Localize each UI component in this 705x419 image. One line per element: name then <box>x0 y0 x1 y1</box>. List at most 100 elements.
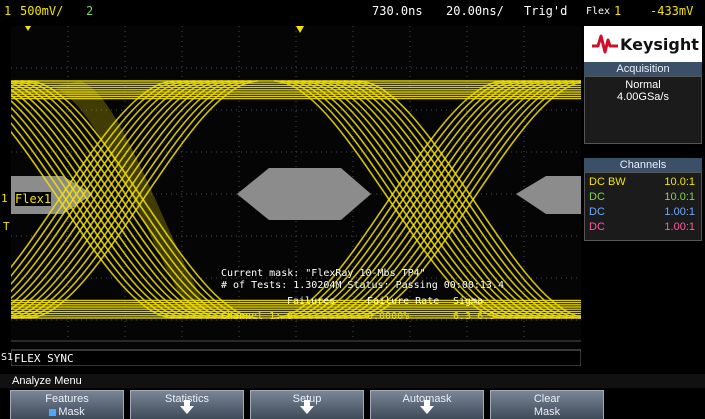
channel-row[interactable]: DC 10.0:1 <box>587 191 699 206</box>
probe-ratio: 10.0:1 <box>664 176 695 188</box>
waveform-trace <box>301 80 533 319</box>
waveform-trace <box>11 80 238 319</box>
channel-coupling: DC <box>589 221 605 233</box>
serial-bus-row <box>11 349 581 366</box>
channel-coupling: DC <box>589 191 605 203</box>
left-time-marker <box>25 26 31 31</box>
waveform-trace <box>11 82 231 319</box>
waveform-trace <box>329 80 561 319</box>
channels-header[interactable]: Channels <box>584 158 702 172</box>
test-count: # of Tests: 1.30204M Status: Passing 00:… <box>221 280 504 291</box>
failure-rate-header: Failure Rate <box>367 296 440 307</box>
waveform-display[interactable]: 1 Flex1 T Current mask: "FlexRay 10-Mbs … <box>1 26 581 366</box>
waveform-trace <box>336 80 568 319</box>
sample-rate: 4.00GSa/s <box>617 91 669 103</box>
mask-name: Current mask: "FlexRay 10-Mbs TP4" <box>221 268 426 279</box>
time-position[interactable]: 730.0ns <box>372 4 423 18</box>
channel-row[interactable]: DC 1.00:1 <box>587 221 699 236</box>
waveform-trace <box>20 80 252 319</box>
waveform-trace <box>322 80 554 319</box>
channel-row-label: Channel 1: <box>221 311 282 322</box>
failures-value: 0 <box>287 311 294 322</box>
submenu-arrow-icon <box>180 400 194 414</box>
trigger-status: Trig'd <box>524 4 568 18</box>
waveform-trace <box>273 80 505 319</box>
automask-label: Automask <box>402 393 452 405</box>
failures-header: Failures <box>287 296 336 307</box>
statistics-label: Statistics <box>164 393 209 405</box>
persistence-band <box>51 81 211 316</box>
acquisition-mode: Normal <box>625 79 661 91</box>
setup-label: Setup <box>292 393 322 405</box>
vertical-scale[interactable]: 500mV/ <box>20 4 64 18</box>
clear-sub-label: Mask <box>533 406 561 418</box>
channel-coupling: DC <box>589 206 605 218</box>
softkey-bar: Features Mask Statistics Setup Automask … <box>0 389 705 419</box>
probe-ratio: 1.00:1 <box>664 206 695 218</box>
channel-row[interactable]: DC BW 10.0:1 <box>587 176 699 191</box>
channels-panel: DC BW 10.0:1 DC 10.0:1 DC 1.00:1 DC 1.00:1 <box>584 172 702 241</box>
channel-label: Flex1 <box>15 192 52 206</box>
brand-name: Keysight <box>620 35 699 54</box>
bus-label: FLEX SYNC <box>14 352 74 365</box>
eye-diagram-traces <box>11 80 581 319</box>
waveform-trace <box>294 80 526 319</box>
bus-number[interactable]: S1 <box>1 352 14 363</box>
channel-row[interactable]: DC 1.00:1 <box>587 206 699 221</box>
features-label: Features <box>45 393 89 405</box>
status-bar: 1 500mV/ 2 730.0ns 20.00ns/ Trig'd Flex … <box>0 0 705 22</box>
failure-rate-value: 0.0000% <box>367 311 410 322</box>
waveform-trace <box>11 93 210 319</box>
waveform-trace <box>11 122 182 319</box>
probe-ratio: 1.00:1 <box>664 221 695 233</box>
trigger-source[interactable]: Flex <box>586 6 611 17</box>
mask-test-info: Current mask: "FlexRay 10-Mbs TP4" # of … <box>221 268 504 292</box>
trigger-level-marker[interactable]: T <box>3 220 10 233</box>
automask-softkey[interactable]: Automask <box>370 390 484 419</box>
time-scale[interactable]: 20.00ns/ <box>446 4 504 18</box>
clear-mask-softkey[interactable]: Clear Mask <box>490 390 604 419</box>
ground-reference-marker[interactable]: 1 <box>1 192 8 205</box>
mask-center-hexagon <box>237 168 371 220</box>
probe-ratio: 10.0:1 <box>664 191 695 203</box>
waveform-trace <box>287 80 519 319</box>
trigger-level[interactable]: -433mV <box>650 4 694 18</box>
submenu-arrow-icon <box>420 400 434 414</box>
waveform-trace <box>11 130 175 319</box>
waveform-trace <box>11 85 224 319</box>
info-sidebar: Keysight Acquisition Normal 4.00GSa/s Ch… <box>584 26 702 241</box>
waveform-trace <box>343 80 575 319</box>
waveform-trace <box>315 80 547 319</box>
waveform-trace <box>350 80 581 319</box>
sigma-header: Sigma <box>453 296 484 307</box>
waveform-trace <box>11 106 196 319</box>
submenu-arrow-icon <box>300 400 314 414</box>
waveform-trace <box>357 80 581 318</box>
trigger-position-marker[interactable] <box>296 26 304 33</box>
mask-results-header: Failures Failure Rate Sigma <box>221 296 521 308</box>
checkbox-icon <box>49 408 57 416</box>
menu-title: Analyze Menu <box>0 374 705 388</box>
waveform-trace <box>27 80 259 319</box>
channel-coupling: DC BW <box>589 176 626 188</box>
waveform-trace <box>308 80 540 319</box>
acquisition-panel: Normal 4.00GSa/s <box>584 76 702 144</box>
channel-2-number[interactable]: 2 <box>86 4 94 18</box>
waveform-trace <box>11 114 189 319</box>
sigma-value: 6.3 6.3 <box>453 311 496 322</box>
brand-logo: Keysight <box>584 26 702 62</box>
waveform-trace <box>13 80 245 319</box>
channel-number[interactable]: 1 <box>4 4 12 18</box>
mask-results-row: Channel 1: 0 0.0000% 6.3 6.3 <box>221 311 521 323</box>
features-softkey[interactable]: Features Mask <box>10 390 124 419</box>
waveform-trace <box>280 80 512 319</box>
trigger-channel[interactable]: 1 <box>614 4 622 18</box>
keysight-wave-icon <box>592 34 618 54</box>
statistics-softkey[interactable]: Statistics <box>130 390 244 419</box>
setup-softkey[interactable]: Setup <box>250 390 364 419</box>
clear-label: Clear <box>533 393 561 405</box>
mask-right-region <box>516 176 581 214</box>
features-value: Mask <box>58 406 85 418</box>
acquisition-header[interactable]: Acquisition <box>584 62 702 76</box>
waveform-trace <box>11 89 217 319</box>
